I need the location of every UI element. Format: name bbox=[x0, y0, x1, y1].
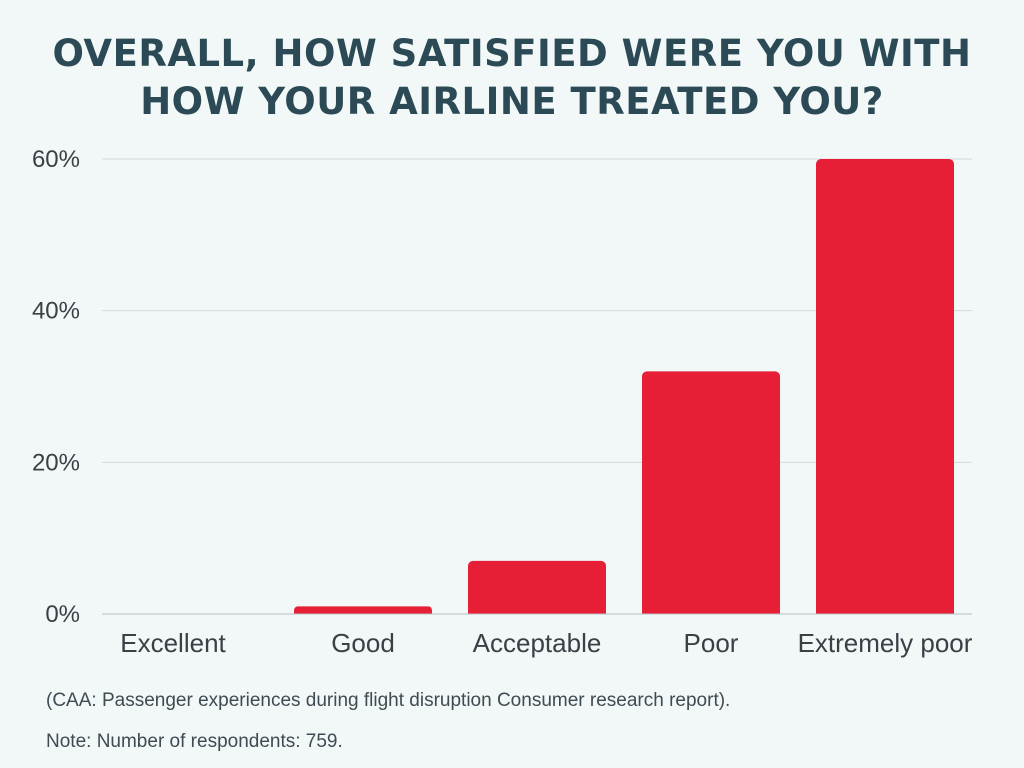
chart-title-line-2: HOW YOUR AIRLINE TREATED YOU? bbox=[140, 80, 884, 123]
y-tick-label: 0% bbox=[45, 601, 80, 628]
bar bbox=[642, 371, 780, 619]
x-tick-label: Extremely poor bbox=[798, 628, 973, 658]
source-citation: (CAA: Passenger experiences during fligh… bbox=[46, 690, 731, 711]
y-tick-label: 60% bbox=[32, 146, 80, 173]
respondents-note: Note: Number of respondents: 759. bbox=[46, 731, 343, 752]
x-tick-label: Good bbox=[331, 628, 395, 658]
chart-title-line-1: OVERALL, HOW SATISFIED WERE YOU WITH bbox=[52, 32, 972, 75]
y-tick-label: 20% bbox=[32, 449, 80, 476]
x-tick-label: Excellent bbox=[120, 628, 226, 658]
x-tick-label: Poor bbox=[684, 628, 739, 658]
baseline-mask bbox=[102, 614, 972, 623]
bar bbox=[468, 560, 606, 619]
y-tick-label: 40% bbox=[32, 298, 80, 325]
x-tick-label: Acceptable bbox=[473, 628, 602, 658]
chart-title: OVERALL, HOW SATISFIED WERE YOU WITH HOW… bbox=[0, 30, 1024, 126]
bar bbox=[816, 159, 954, 619]
